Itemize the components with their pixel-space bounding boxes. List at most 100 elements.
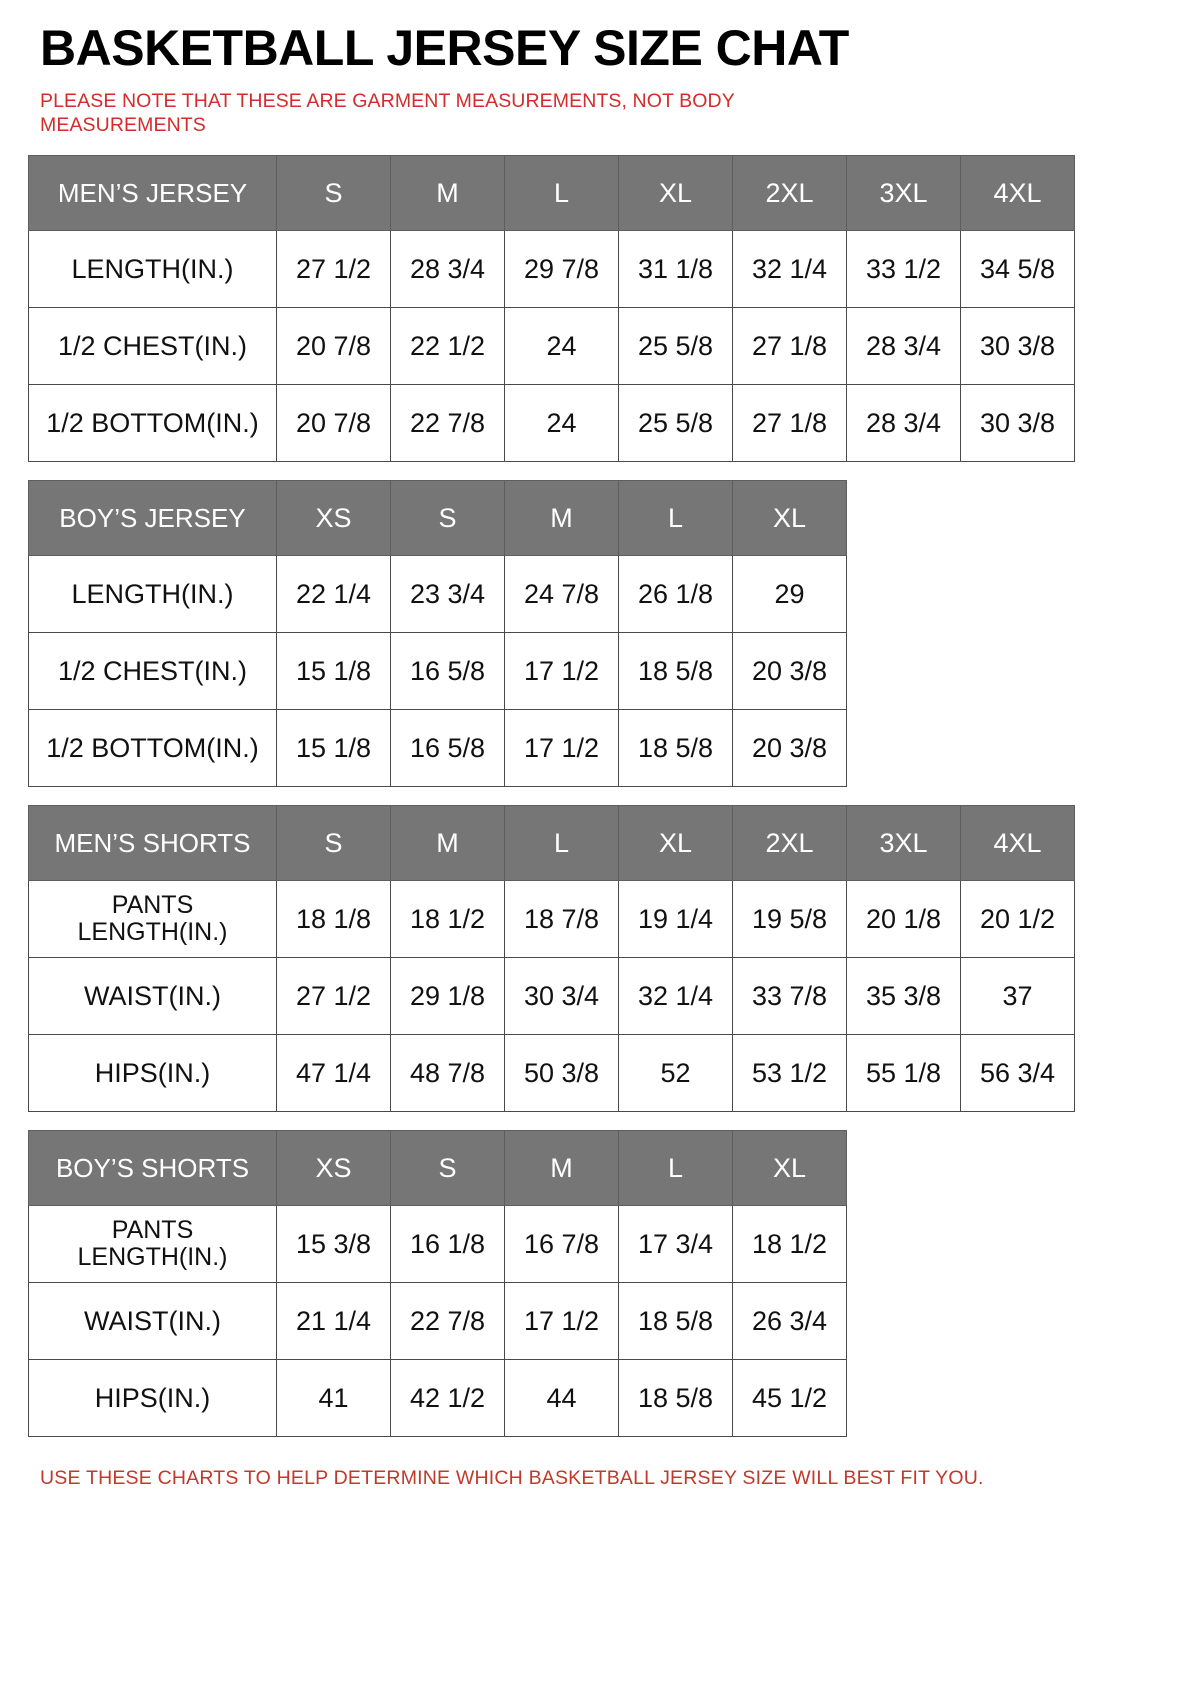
measurement-cell: 27 1/8 [732, 384, 847, 463]
measurement-cell: 27 1/8 [732, 307, 847, 386]
measurement-cell: 47 1/4 [276, 1034, 391, 1113]
column-header-l: L [618, 480, 733, 557]
measurement-cell: 18 5/8 [618, 632, 733, 711]
size-table-boys-shorts: BOY’S SHORTS XS S M L XL PANTS LENGTH(IN.) 15 3/… [28, 1130, 847, 1438]
measurement-cell: 52 [618, 1034, 733, 1113]
measurement-cell: 28 3/4 [390, 230, 505, 309]
column-header-m: M [390, 805, 505, 882]
row-header-label: PANTS LENGTH(IN.) [28, 880, 277, 959]
row-header-label: 1/2 CHEST(IN.) [28, 307, 277, 386]
table-block-boys-jersey: BOY’S JERSEY XS S M L XL LENGTH(IN.) 22 1/4 23 3… [28, 480, 1126, 788]
column-header-l: L [618, 1130, 733, 1207]
column-header-s: S [390, 480, 505, 557]
row-header-label: PANTS LENGTH(IN.) [28, 1205, 277, 1284]
measurement-cell: 45 1/2 [732, 1359, 847, 1438]
column-header-s: S [276, 805, 391, 882]
column-header-xl: XL [732, 480, 847, 557]
table-row: PANTS LENGTH(IN.) 15 3/8 16 1/8 16 7/8 17 3/4… [28, 1205, 847, 1284]
table-row: HIPS(IN.) 41 42 1/2 44 18 5/8 45 1/2 [28, 1359, 847, 1438]
measurement-cell: 19 1/4 [618, 880, 733, 959]
measurement-cell: 53 1/2 [732, 1034, 847, 1113]
column-header-xl: XL [618, 805, 733, 882]
measurement-cell: 17 1/2 [504, 1282, 619, 1361]
row-header-label: 1/2 BOTTOM(IN.) [28, 384, 277, 463]
table-row: 1/2 BOTTOM(IN.) 20 7/8 22 7/8 24 25 5/8 27 1/… [28, 384, 1075, 463]
measurement-cell: 20 7/8 [276, 307, 391, 386]
measurement-cell: 20 3/8 [732, 709, 847, 788]
measurement-cell: 25 5/8 [618, 307, 733, 386]
measurement-cell: 32 1/4 [732, 230, 847, 309]
measurement-cell: 20 7/8 [276, 384, 391, 463]
measurement-cell: 26 3/4 [732, 1282, 847, 1361]
measurement-cell: 26 1/8 [618, 555, 733, 634]
measurement-cell: 18 1/2 [732, 1205, 847, 1284]
measurement-cell: 56 3/4 [960, 1034, 1075, 1113]
measurement-cell: 29 1/8 [390, 957, 505, 1036]
measurement-cell: 20 1/8 [846, 880, 961, 959]
measurement-cell: 21 1/4 [276, 1282, 391, 1361]
table-row: LENGTH(IN.) 22 1/4 23 3/4 24 7/8 26 1/8 29 [28, 555, 847, 634]
measurement-cell: 28 3/4 [846, 384, 961, 463]
row-header-label: LENGTH(IN.) [28, 555, 277, 634]
measurement-cell: 34 5/8 [960, 230, 1075, 309]
size-table-mens-shorts: MEN’S SHORTS S M L XL 2XL 3XL 4XL PANTS LENGTH(IN… [28, 805, 1075, 1113]
measurement-cell: 20 1/2 [960, 880, 1075, 959]
measurement-cell: 22 1/2 [390, 307, 505, 386]
size-table-mens-jersey: MEN’S JERSEY S M L XL 2XL 3XL 4XL LENGTH(IN.) 27 … [28, 155, 1075, 463]
measurement-cell: 27 1/2 [276, 230, 391, 309]
size-tables-container: MEN’S JERSEY S M L XL 2XL 3XL 4XL LENGTH(IN.) 27 … [0, 155, 1126, 1438]
measurement-cell: 15 1/8 [276, 709, 391, 788]
column-header-2xl: 2XL [732, 155, 847, 232]
page-title: BASKETBALL JERSEY SIZE CHAT [40, 20, 849, 76]
table-block-boys-shorts: BOY’S SHORTS XS S M L XL PANTS LENGTH(IN.) 15 3/… [28, 1130, 1126, 1438]
column-header-xs: XS [276, 1130, 391, 1207]
column-header-s: S [276, 155, 391, 232]
row-header-label: LENGTH(IN.) [28, 230, 277, 309]
measurement-cell: 15 1/8 [276, 632, 391, 711]
measurement-cell: 30 3/4 [504, 957, 619, 1036]
measurement-cell: 16 5/8 [390, 632, 505, 711]
row-header-label: HIPS(IN.) [28, 1359, 277, 1438]
measurement-cell: 15 3/8 [276, 1205, 391, 1284]
column-header-3xl: 3XL [846, 805, 961, 882]
measurement-cell: 18 1/8 [276, 880, 391, 959]
size-table-boys-jersey: BOY’S JERSEY XS S M L XL LENGTH(IN.) 22 1/4 23 3… [28, 480, 847, 788]
measurement-cell: 33 1/2 [846, 230, 961, 309]
row-header-label: WAIST(IN.) [28, 957, 277, 1036]
table-corner-label: MEN’S SHORTS [28, 805, 277, 882]
measurement-cell: 24 [504, 384, 619, 463]
measurement-cell: 17 1/2 [504, 632, 619, 711]
measurement-cell: 25 5/8 [618, 384, 733, 463]
measurement-cell: 41 [276, 1359, 391, 1438]
measurement-cell: 18 5/8 [618, 709, 733, 788]
measurement-cell: 29 7/8 [504, 230, 619, 309]
table-row: 1/2 BOTTOM(IN.) 15 1/8 16 5/8 17 1/2 18 5/8 2… [28, 709, 847, 788]
column-header-m: M [504, 480, 619, 557]
measurement-cell: 22 1/4 [276, 555, 391, 634]
measurement-cell: 17 1/2 [504, 709, 619, 788]
column-header-xs: XS [276, 480, 391, 557]
measurement-cell: 48 7/8 [390, 1034, 505, 1113]
measurement-cell: 20 3/8 [732, 632, 847, 711]
column-header-4xl: 4XL [960, 805, 1075, 882]
measurement-cell: 33 7/8 [732, 957, 847, 1036]
row-header-label: 1/2 BOTTOM(IN.) [28, 709, 277, 788]
measurement-cell: 55 1/8 [846, 1034, 961, 1113]
measurement-cell: 24 7/8 [504, 555, 619, 634]
table-header-row: BOY’S JERSEY XS S M L XL [28, 480, 847, 557]
measurement-cell: 22 7/8 [390, 384, 505, 463]
measurement-cell: 31 1/8 [618, 230, 733, 309]
measurement-cell: 42 1/2 [390, 1359, 505, 1438]
column-header-m: M [504, 1130, 619, 1207]
measurement-cell: 24 [504, 307, 619, 386]
row-header-label: 1/2 CHEST(IN.) [28, 632, 277, 711]
column-header-2xl: 2XL [732, 805, 847, 882]
measurement-cell: 22 7/8 [390, 1282, 505, 1361]
table-row: 1/2 CHEST(IN.) 20 7/8 22 1/2 24 25 5/8 27 1/8… [28, 307, 1075, 386]
column-header-xl: XL [732, 1130, 847, 1207]
table-row: LENGTH(IN.) 27 1/2 28 3/4 29 7/8 31 1/8 32 1/… [28, 230, 1075, 309]
column-header-4xl: 4XL [960, 155, 1075, 232]
measurement-cell: 23 3/4 [390, 555, 505, 634]
table-header-row: BOY’S SHORTS XS S M L XL [28, 1130, 847, 1207]
table-block-mens-shorts: MEN’S SHORTS S M L XL 2XL 3XL 4XL PANTS LENGTH(IN… [28, 805, 1126, 1113]
